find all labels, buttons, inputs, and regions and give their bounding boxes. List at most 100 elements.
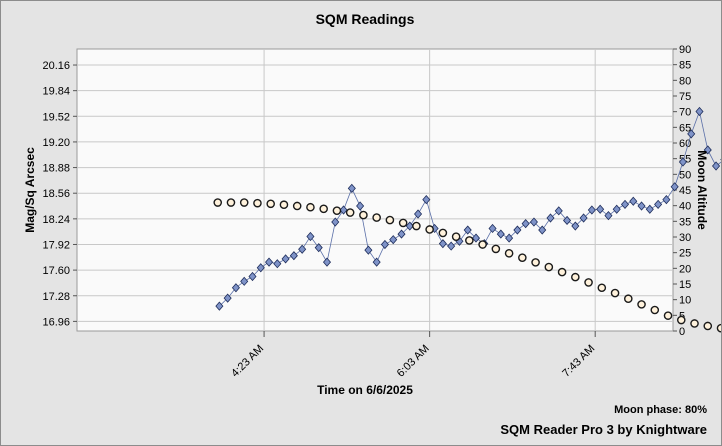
sqm-point-44	[579, 213, 588, 223]
right-tick-label-15: 75	[679, 91, 691, 103]
right-tick-label-17: 85	[679, 60, 691, 72]
sqm-point-24	[414, 209, 423, 219]
moon-point-9	[332, 206, 342, 215]
moon-altitude-series	[213, 198, 721, 333]
sqm-point-40	[546, 213, 555, 223]
sqm-point-33	[488, 223, 497, 234]
right-tick-label-14: 70	[679, 107, 691, 119]
x-axis-ticks: 4:23 AM6:03 AM7:43 AM9:23 AM	[229, 331, 597, 380]
moon-point-20	[478, 240, 487, 249]
left-tick-label-3: 17.92	[42, 239, 70, 251]
sqm-point-8	[281, 254, 290, 264]
right-tick-label-2: 10	[679, 295, 691, 307]
right-tick-label-18: 90	[679, 44, 691, 56]
right-tick-label-4: 20	[679, 263, 691, 275]
moon-point-37	[703, 321, 713, 331]
moon-point-8	[319, 204, 328, 214]
sqm-point-9	[289, 251, 298, 261]
sqm-point-6	[265, 257, 274, 267]
sqm-point-17	[356, 201, 365, 211]
sqm-point-22	[397, 229, 406, 239]
moon-point-23	[518, 253, 527, 262]
moon-point-19	[465, 236, 474, 245]
sqm-point-37	[521, 219, 530, 229]
left-tick-label-5: 18.56	[42, 188, 70, 200]
moon-point-18	[451, 232, 461, 241]
sqm-point-35	[505, 233, 514, 243]
moon-point-15	[412, 221, 421, 231]
moon-point-6	[292, 201, 302, 211]
sqm-point-45	[587, 205, 596, 215]
sqm-point-41	[554, 206, 563, 216]
right-tick-label-9: 45	[679, 185, 691, 197]
sqm-point-12	[314, 243, 323, 253]
left-tick-label-1: 17.28	[42, 291, 70, 303]
sqm-point-11	[306, 231, 315, 242]
x-tick-label-2: 7:43 AM	[560, 343, 597, 380]
right-tick-label-7: 35	[679, 216, 691, 228]
sqm-point-31	[471, 233, 481, 243]
sqm-point-34	[496, 229, 505, 239]
sqm-point-14	[331, 217, 340, 227]
left-tick-label-6: 18.88	[42, 163, 70, 175]
sqm-point-50	[629, 196, 638, 206]
sqm-point-59	[703, 145, 712, 155]
sqm-point-2	[231, 283, 240, 293]
left-tick-label-2: 17.60	[42, 265, 70, 277]
sqm-point-10	[298, 244, 307, 254]
moon-point-27	[571, 272, 580, 282]
sqm-point-43	[571, 221, 580, 231]
right-tick-label-5: 25	[679, 248, 691, 260]
sqm-point-25	[422, 195, 431, 205]
sqm-point-47	[604, 211, 613, 221]
sqm-point-60	[712, 161, 721, 171]
right-tick-label-10: 50	[679, 169, 691, 181]
moon-point-33	[650, 305, 660, 315]
left-tick-label-10: 20.16	[42, 60, 70, 72]
sqm-point-4	[248, 271, 257, 282]
moon-point-1	[226, 198, 236, 207]
sqm-point-42	[563, 215, 572, 226]
sqm-point-52	[645, 204, 654, 214]
left-tick-label-7: 19.20	[42, 137, 70, 149]
sqm-point-1	[223, 293, 232, 303]
sqm-point-53	[654, 199, 663, 210]
right-tick-label-8: 40	[679, 201, 691, 213]
moon-point-26	[557, 267, 567, 277]
sqm-point-13	[322, 257, 332, 267]
moon-point-32	[637, 300, 646, 309]
moon-point-0	[213, 198, 223, 207]
sqm-point-55	[670, 182, 679, 192]
right-tick-label-12: 60	[679, 138, 691, 150]
moon-point-29	[597, 283, 607, 293]
moon-point-3	[253, 198, 262, 208]
right-tick-label-0: 0	[679, 326, 685, 338]
y2-axis-title: Moon Altitude	[695, 150, 709, 230]
moon-point-35	[676, 315, 686, 325]
moon-point-22	[504, 248, 514, 258]
sqm-point-36	[513, 225, 522, 235]
left-tick-label-0: 16.96	[42, 316, 70, 328]
moon-point-24	[531, 258, 540, 267]
x-tick-label-0: 4:23 AM	[229, 343, 266, 380]
sqm-point-3	[240, 276, 249, 286]
moon-point-30	[610, 288, 620, 298]
sqm-point-19	[372, 257, 381, 267]
chart-title: SQM Readings	[316, 11, 415, 27]
y-axis-title: Mag/Sq Arcsec	[23, 147, 37, 233]
right-tick-label-3: 15	[679, 279, 691, 291]
left-tick-label-8: 19.52	[42, 111, 70, 123]
moon-point-36	[690, 319, 699, 328]
sqm-point-30	[463, 225, 472, 235]
right-tick-label-16: 80	[679, 75, 691, 87]
moon-point-21	[491, 244, 501, 254]
sqm-point-20	[380, 239, 389, 250]
moon-point-25	[544, 262, 554, 272]
sqm-point-21	[389, 235, 398, 245]
sqm-point-38	[529, 217, 538, 227]
moon-phase-label: Moon phase: 80%	[614, 404, 707, 416]
moon-point-7	[306, 202, 315, 212]
sqm-point-39	[538, 225, 547, 235]
moon-point-13	[385, 215, 395, 225]
